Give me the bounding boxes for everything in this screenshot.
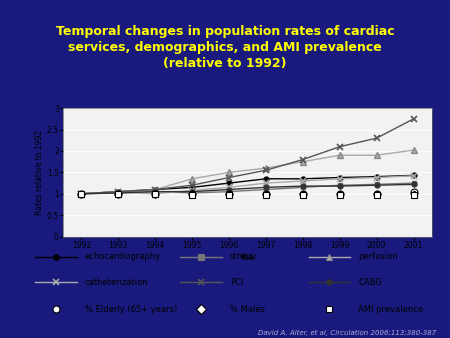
Text: David A. Alter, et al, Circulation 2006;113;380-387: David A. Alter, et al, Circulation 2006;…	[258, 330, 436, 336]
Text: perfusion: perfusion	[358, 252, 398, 261]
Text: echocardiography: echocardiography	[85, 252, 161, 261]
Text: CABG: CABG	[358, 278, 382, 287]
X-axis label: Year: Year	[238, 252, 256, 262]
Text: PCI: PCI	[230, 278, 243, 287]
Text: % Elderly (65+ years): % Elderly (65+ years)	[85, 305, 177, 314]
Text: catheterization: catheterization	[85, 278, 148, 287]
Text: AMI prevalence: AMI prevalence	[358, 305, 423, 314]
Text: stress: stress	[230, 252, 255, 261]
Text: % Males: % Males	[230, 305, 265, 314]
Text: Temporal changes in population rates of cardiac
services, demographics, and AMI : Temporal changes in population rates of …	[56, 25, 394, 70]
Y-axis label: Rates relative to 1992: Rates relative to 1992	[35, 130, 44, 215]
